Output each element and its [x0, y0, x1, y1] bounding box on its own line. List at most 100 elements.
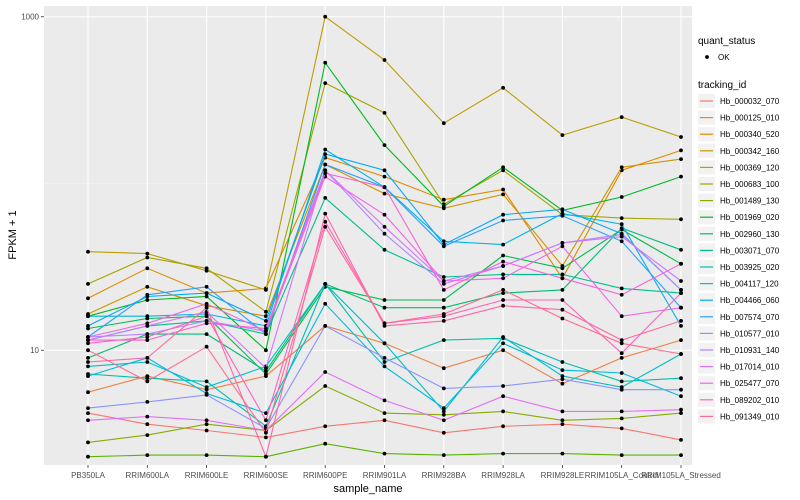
- data-point: [619, 341, 624, 346]
- data-point: [145, 324, 150, 328]
- data-point: [86, 411, 90, 415]
- data-point: [560, 409, 565, 414]
- series-layer: [86, 14, 683, 459]
- data-point: [382, 305, 387, 310]
- shape-legend-title: quant_status: [698, 36, 755, 47]
- legend-label: Hb_089202_010: [720, 396, 780, 405]
- x-tick-label: RRIM928LA: [481, 471, 525, 480]
- data-point: [382, 231, 387, 236]
- data-point: [441, 418, 446, 423]
- x-axis-ticks: PB350LA RRIM600LA RRIM600LE RRIM600SE RRIM60…: [71, 465, 721, 480]
- data-point: [619, 416, 624, 421]
- data-point: [145, 292, 150, 297]
- x-tick-label: RRIM901LA: [363, 471, 407, 480]
- data-point: [501, 451, 505, 456]
- data-point: [145, 400, 150, 404]
- data-point: [679, 288, 683, 292]
- data-point: [619, 292, 624, 297]
- data-point: [204, 305, 209, 310]
- data-point: [204, 294, 209, 299]
- data-point: [204, 291, 209, 295]
- data-point: [323, 152, 328, 157]
- data-point: [86, 338, 90, 342]
- data-point: [264, 369, 268, 373]
- legend-label: Hb_001489_130: [720, 197, 780, 206]
- data-point: [560, 298, 565, 302]
- series-Hb_010577_010: [86, 301, 683, 415]
- data-point: [501, 409, 505, 414]
- data-point: [679, 148, 683, 153]
- data-point: [441, 288, 446, 292]
- data-point: [679, 411, 683, 415]
- data-point: [560, 241, 565, 245]
- data-point: [441, 366, 446, 371]
- data-point: [86, 390, 90, 395]
- data-point: [619, 115, 624, 119]
- legend-label: Hb_007574_070: [720, 313, 780, 322]
- data-point: [86, 326, 90, 331]
- shape-legend-label: OK: [718, 53, 730, 62]
- data-point: [204, 385, 209, 390]
- data-point: [382, 360, 387, 364]
- data-point: [501, 242, 505, 247]
- data-point: [501, 168, 505, 173]
- data-point: [145, 284, 150, 289]
- data-point: [679, 394, 683, 399]
- data-point: [323, 282, 328, 286]
- legend: quant_status OK tracking_id Hb_000032_070 Hb…: [698, 36, 780, 424]
- data-point: [441, 282, 446, 286]
- x-tick-label: RRIM105LA_Control: [585, 471, 659, 480]
- data-point: [382, 185, 387, 190]
- data-point: [501, 341, 505, 346]
- data-point: [264, 309, 268, 314]
- series-Hb_000683_100: [86, 81, 683, 314]
- data-point: [441, 412, 446, 417]
- data-point: [382, 174, 387, 179]
- data-point: [204, 321, 209, 326]
- data-point: [264, 411, 268, 415]
- data-point: [501, 85, 505, 90]
- data-point: [501, 253, 505, 258]
- data-point: [382, 111, 387, 115]
- data-point: [323, 219, 328, 224]
- data-point: [679, 305, 683, 310]
- shape-legend-key: [705, 55, 709, 59]
- data-point: [382, 341, 387, 346]
- data-point: [441, 121, 446, 126]
- data-point: [145, 321, 150, 326]
- data-point: [560, 377, 565, 382]
- series-Hb_089202_010: [86, 174, 683, 339]
- data-point: [86, 314, 90, 319]
- data-point: [560, 288, 565, 292]
- data-point: [264, 454, 268, 459]
- data-point: [145, 335, 150, 339]
- legend-label: Hb_010931_140: [720, 346, 780, 355]
- data-point: [619, 216, 624, 221]
- data-point: [86, 341, 90, 346]
- legend-label: Hb_025477_070: [720, 379, 780, 388]
- color-legend-title: tracking_id: [698, 80, 746, 91]
- data-point: [619, 222, 624, 227]
- data-point: [619, 426, 624, 431]
- data-point: [323, 441, 328, 446]
- data-point: [441, 204, 446, 209]
- data-point: [679, 135, 683, 139]
- data-point: [679, 174, 683, 179]
- data-point: [264, 329, 268, 334]
- data-point: [382, 212, 387, 217]
- data-point: [382, 324, 387, 328]
- data-point: [86, 440, 90, 445]
- data-point: [679, 352, 683, 356]
- data-point: [441, 239, 446, 244]
- data-point: [619, 314, 624, 319]
- data-point: [145, 314, 150, 319]
- series-Hb_091349_010: [86, 171, 683, 342]
- data-point: [560, 360, 565, 364]
- y-axis-ticks: 10 1000: [21, 13, 44, 355]
- y-tick-label: 10: [30, 346, 39, 355]
- data-point: [501, 259, 505, 264]
- data-point: [560, 244, 565, 249]
- data-point: [560, 368, 565, 372]
- data-point: [619, 286, 624, 291]
- data-point: [560, 381, 565, 386]
